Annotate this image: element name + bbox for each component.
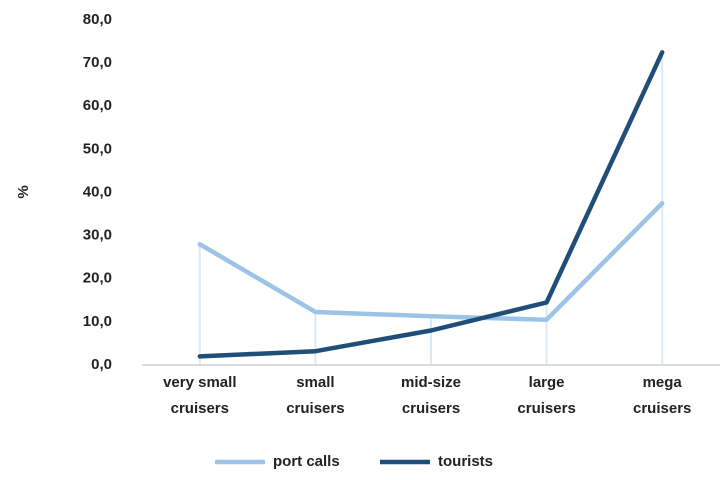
- series-line: [197, 50, 665, 359]
- x-tick-label: very small cruisers: [163, 374, 236, 417]
- x-tick-line: cruisers: [517, 400, 575, 417]
- x-tick-line: small: [296, 374, 334, 391]
- x-tick-line: cruisers: [402, 400, 460, 417]
- y-tick-label: 20,0: [83, 270, 112, 287]
- series-line: [197, 201, 665, 322]
- x-tick-line: cruisers: [171, 400, 229, 417]
- y-tick-label: 30,0: [83, 227, 112, 244]
- legend-label: port calls: [273, 453, 340, 470]
- x-tick-line: very small: [163, 374, 236, 391]
- x-tick-label: small cruisers: [286, 374, 344, 417]
- y-axis-label: %: [15, 185, 32, 198]
- x-tick-line: mid-size: [401, 374, 461, 391]
- y-tick-label: 60,0: [83, 97, 112, 114]
- y-tick-label: 50,0: [83, 140, 112, 157]
- legend-label: tourists: [438, 453, 493, 470]
- x-tick-line: mega: [643, 374, 683, 391]
- y-tick-label: 40,0: [83, 183, 112, 200]
- x-tick-line: cruisers: [286, 400, 344, 417]
- y-tick-label: 10,0: [83, 313, 112, 330]
- y-tick-label: 0,0: [91, 356, 112, 373]
- x-tick-label: large cruisers: [517, 374, 575, 417]
- y-tick-label: 80,0: [83, 11, 112, 28]
- x-tick-line: cruisers: [633, 400, 691, 417]
- x-tick-label: mid-size cruisers: [401, 374, 461, 417]
- x-tick-line: large: [529, 374, 565, 391]
- x-tick-label: mega cruisers: [633, 374, 691, 417]
- y-tick-label: 70,0: [83, 54, 112, 71]
